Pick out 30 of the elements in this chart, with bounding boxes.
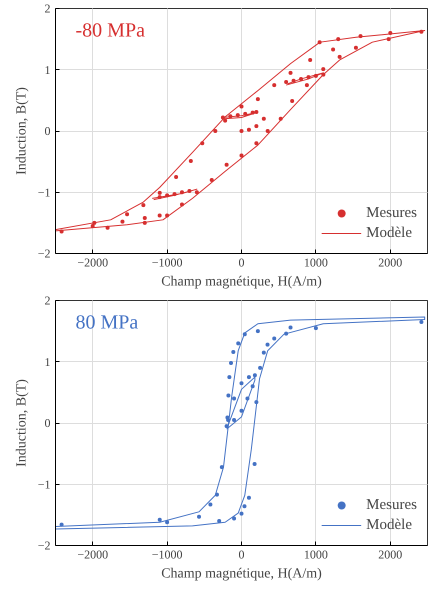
annotation: -80 MPa: [76, 20, 146, 42]
y-tick-label: 2: [44, 2, 50, 16]
x-tick-label: −2000: [77, 256, 108, 270]
y-tick-label: 0: [44, 124, 50, 138]
x-tick-label: −1000: [152, 256, 182, 270]
x-tick-label: −1000: [152, 548, 182, 562]
y-axis-title: Induction, B(T): [14, 86, 30, 175]
legend-label: Mesures: [366, 496, 417, 514]
y-tick-label: −1: [38, 477, 51, 492]
x-tick-label: 1000: [304, 256, 328, 270]
y-tick-label: −2: [38, 246, 51, 260]
x-tick-label: 0: [238, 548, 244, 562]
x-axis-title: Champ magnétique, H(A/m): [161, 566, 322, 582]
y-axis-title: Induction, B(T): [14, 378, 30, 467]
y-tick-label: 1: [44, 62, 50, 77]
x-tick-label: 1000: [304, 548, 328, 562]
annotation: 80 MPa: [76, 312, 138, 334]
y-tick-label: 2: [44, 294, 50, 308]
y-tick-label: 0: [44, 416, 50, 430]
legend-label: Mesures: [366, 204, 417, 222]
y-tick-label: −2: [38, 538, 51, 552]
x-tick-label: 0: [238, 256, 244, 270]
x-tick-label: −2000: [77, 548, 108, 562]
x-tick-label: 2000: [378, 548, 402, 562]
y-tick-label: 1: [44, 354, 50, 369]
legend-label: Modèle: [366, 224, 412, 242]
y-tick-label: −1: [38, 185, 51, 200]
legend-label: Modèle: [366, 516, 412, 534]
x-axis-title: Champ magnétique, H(A/m): [161, 274, 322, 290]
x-tick-label: 2000: [378, 256, 402, 270]
